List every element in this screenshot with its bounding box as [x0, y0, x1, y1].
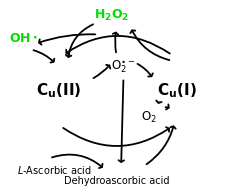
Text: $\mathbf{C_u(II)}$: $\mathbf{C_u(II)}$: [36, 81, 81, 100]
Text: $\mathrm{O_2^{\bullet -}}$: $\mathrm{O_2^{\bullet -}}$: [111, 58, 136, 75]
Text: $\mathbf{OH\cdot}$: $\mathbf{OH\cdot}$: [9, 32, 38, 45]
Text: $\mathbf{C_u(I)}$: $\mathbf{C_u(I)}$: [157, 81, 197, 100]
Text: Dehydroascorbic acid: Dehydroascorbic acid: [64, 176, 169, 186]
Text: $\mathbf{H_2O_2}$: $\mathbf{H_2O_2}$: [94, 8, 130, 23]
Text: $\it{L}$-Ascorbic acid: $\it{L}$-Ascorbic acid: [17, 163, 92, 176]
Text: $\mathrm{O_2}$: $\mathrm{O_2}$: [141, 109, 157, 125]
